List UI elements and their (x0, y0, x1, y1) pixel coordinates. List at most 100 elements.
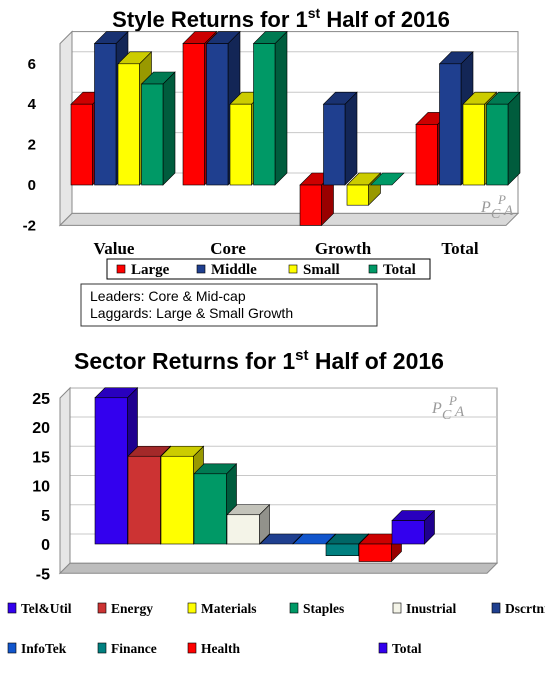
chart1-ytick-label: 0 (28, 177, 36, 194)
chart1-legend-label: Small (303, 262, 340, 278)
chart1-watermark-a: A (503, 203, 514, 219)
chart1-title-rest: Half of 2016 (320, 7, 450, 32)
chart2-legend-swatch (97, 602, 107, 614)
chart2-title: Sector Returns for 1st Half of 2016 (74, 347, 444, 374)
chart1-note-box (80, 283, 378, 327)
chart2-legend-label: Health (201, 641, 240, 656)
chart1-ytick-label: 2 (28, 137, 36, 154)
chart1-bar-large-value-front (70, 103, 93, 186)
chart2-legend-swatch (97, 642, 107, 654)
chart1-floor (58, 212, 520, 226)
chart2-legend-swatch (187, 602, 197, 614)
chart2-legend-swatch (7, 602, 17, 614)
chart1-bar-total-core-side (274, 30, 288, 186)
chart2-legend-label: Materials (201, 601, 256, 616)
chart1-category-label: Core (210, 239, 246, 258)
chart1-category-label: Value (94, 239, 135, 258)
chart2-legend-label: Staples (303, 601, 344, 616)
chart1-note-line: Laggards: Large & Small Growth (90, 305, 293, 321)
chart2-ytick-label: -5 (36, 566, 50, 583)
chart1-category-label: Growth (315, 239, 372, 258)
chart2-watermark-p1: P (431, 400, 442, 417)
chart1-category-label: Total (441, 239, 478, 258)
chart2-ytick-label: 20 (32, 420, 50, 437)
chart2-legend-label: Energy (111, 601, 153, 616)
chart2-watermark-c: C (442, 408, 452, 423)
chart2-bar-health-front (358, 543, 392, 562)
chart1-bar-total-growth (369, 172, 405, 186)
chart1-legend-swatch (116, 264, 126, 274)
chart2-ytick-label: 25 (32, 391, 50, 408)
chart2-legend-label: Inustrial (406, 601, 457, 616)
chart1-watermark-c: C (491, 207, 501, 222)
chart2-title-main: Sector Returns for 1 (74, 348, 295, 374)
chart2-bar-total (391, 509, 436, 545)
chart2-ytick-label: 0 (41, 537, 50, 554)
chart1-bar-total-value (140, 71, 176, 186)
chart2-watermark-p2: P (448, 393, 457, 408)
chart1-note-line: Leaders: Core & Mid-cap (90, 288, 246, 304)
chart2-bar-dscrtnry (259, 533, 304, 545)
chart1-bar-total-core (252, 30, 288, 186)
chart2-ytick-label: 10 (32, 479, 50, 496)
chart1-bar-total-total (485, 91, 521, 186)
chart1-bar-middle-growth-side (344, 91, 358, 186)
chart2-bar-staples-front (193, 473, 227, 545)
chart1-legend-label: Middle (211, 262, 257, 278)
chart1-bar-middle-total-front (439, 63, 462, 186)
chart1-bar-small-total-front (462, 103, 485, 186)
chart1-bar-middle-core-front (206, 43, 229, 186)
chart1-bar-total-total-front (486, 103, 509, 186)
chart2-watermark: P CPA (431, 393, 465, 423)
chart1-legend-box (106, 258, 431, 280)
chart2-legend-label: Total (392, 641, 422, 656)
chart2-ytick-label: 5 (41, 508, 50, 525)
chart2-bar-infotek (292, 533, 337, 545)
chart2-watermark-a: A (454, 404, 465, 420)
chart2-legend-label: Finance (111, 641, 157, 656)
chart1-ytick-label: 6 (28, 56, 36, 73)
chart1-bar-total-value-side (162, 71, 176, 186)
chart2-title-sup: st (295, 347, 308, 364)
chart2-legend-label: Dscrtnry (505, 601, 545, 616)
chart2-side-wall (59, 386, 71, 575)
chart2-floor (58, 562, 499, 574)
chart1-legend-swatch (368, 264, 378, 274)
chart2-legend-swatch (7, 642, 17, 654)
chart1-legend-swatch (288, 264, 298, 274)
chart2-ytick-label: 15 (32, 449, 50, 466)
chart2-legend-label: InfoTek (21, 641, 67, 656)
chart1-bar-small-value-front (117, 63, 140, 186)
chart1-legend-label: Total (383, 262, 416, 278)
chart1-bar-large-growth-front (299, 184, 322, 226)
chart1-ytick-label: 4 (28, 96, 37, 113)
chart2-legend-swatch (378, 642, 388, 654)
chart2-legend-label: Tel&Util (21, 601, 72, 616)
chart2-legend-swatch (392, 602, 402, 614)
chart1-bar-total-core-front (253, 43, 276, 186)
chart1-watermark-p2: P (497, 192, 506, 207)
chart1-bar-middle-growth (322, 91, 358, 186)
chart1-bar-middle-growth-front (323, 103, 346, 186)
chart1-watermark: P CPA (480, 192, 514, 222)
chart1-legend-swatch (196, 264, 206, 274)
chart1-bar-middle-value-front (94, 43, 117, 186)
chart1-ytick-label: -2 (23, 217, 36, 234)
chart1-bar-small-core-front (229, 103, 252, 186)
chart1-bar-total-total-side (507, 91, 521, 186)
chart1-side-wall (59, 30, 73, 227)
chart2-legend-swatch (187, 642, 197, 654)
chart1-watermark-p1: P (480, 199, 491, 216)
chart1-title-sup: st (308, 5, 321, 21)
chart2-bar-materials-front (160, 455, 194, 545)
chart1-bar-large-total-front (415, 124, 438, 186)
chart2-bar-inustrial (226, 504, 271, 545)
chart2-legend-swatch (289, 602, 299, 614)
chart2-bar-energy-front (127, 455, 161, 545)
chart2-bar-inustrial-front (226, 514, 260, 545)
chart2-legend-swatch (491, 602, 501, 614)
chart2-bar-finance-front (325, 543, 359, 556)
chart1-title: Style Returns for 1st Half of 2016 (112, 5, 450, 32)
chart2-bar-total-front (391, 520, 425, 545)
